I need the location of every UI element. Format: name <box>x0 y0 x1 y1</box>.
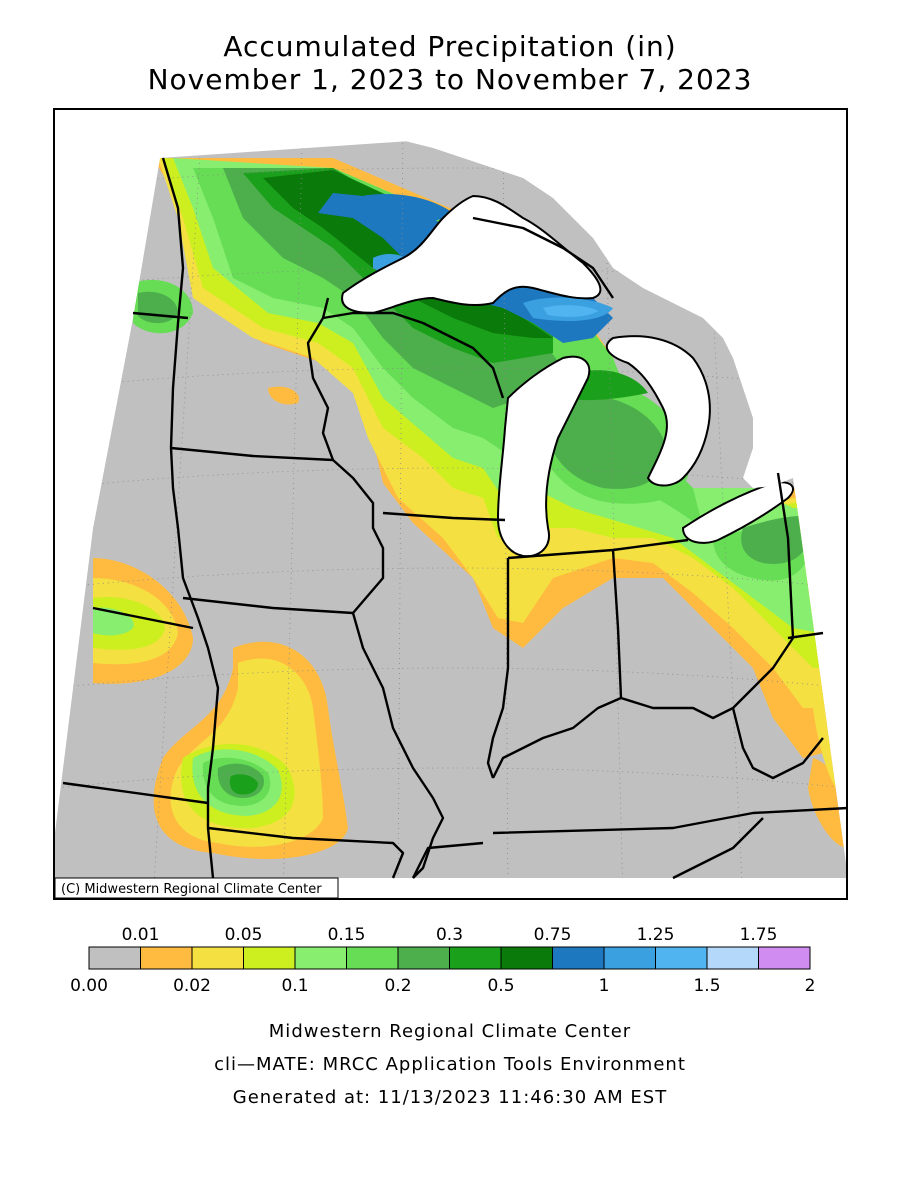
legend-top-label: 0.15 <box>328 925 366 945</box>
legend-swatch <box>140 946 193 970</box>
lake-erie <box>681 481 794 544</box>
footer-tool-name: cli—MATE: MRCC Application Tools Environ… <box>214 1054 686 1075</box>
legend-bottom-label: 2 <box>805 976 816 996</box>
legend-swatch <box>500 946 553 970</box>
legend-top-label: 0.05 <box>225 925 263 945</box>
outside-projection-left <box>53 108 163 848</box>
legend-swatch <box>88 946 141 970</box>
legend-bottom-label: 1.5 <box>693 976 720 996</box>
map-title: Accumulated Precipitation (in) <box>223 30 677 63</box>
great-lakes <box>273 108 848 558</box>
legend-swatch <box>706 946 759 970</box>
copyright-box <box>54 877 339 899</box>
map-date-range: November 1, 2023 to November 7, 2023 <box>147 63 753 96</box>
legend-top-label: 0.01 <box>122 925 160 945</box>
legend-bottom-label: 1 <box>599 976 610 996</box>
legend-bottom-label: 0.1 <box>281 976 308 996</box>
legend-top-label: 1.25 <box>637 925 675 945</box>
legend-top-label: 1.75 <box>740 925 778 945</box>
legend-bottom-label: 0.02 <box>173 976 211 996</box>
legend-bottom-label: 0.5 <box>487 976 514 996</box>
legend-swatch <box>294 946 347 970</box>
legend-swatch <box>397 946 450 970</box>
legend-swatch <box>655 946 708 970</box>
copyright-text: (C) Midwestern Regional Climate Center <box>61 882 322 897</box>
legend-swatch <box>603 946 656 970</box>
legend-bottom-labels: 0.00 0.02 0.1 0.2 0.5 1 1.5 2 <box>70 976 815 996</box>
legend-bottom-label: 0.00 <box>70 976 108 996</box>
footer-organization: Midwestern Regional Climate Center <box>268 1021 632 1042</box>
legend-bottom-label: 0.2 <box>384 976 411 996</box>
legend-top-label: 0.75 <box>534 925 572 945</box>
lake-michigan <box>496 355 591 558</box>
map-frame <box>53 108 848 900</box>
footer-generated-at: Generated at: 11/13/2023 11:46:30 AM EST <box>232 1087 668 1108</box>
legend-top-labels: 0.01 0.05 0.15 0.3 0.75 1.25 1.75 <box>122 925 778 945</box>
lake-huron <box>605 335 711 487</box>
precipitation-map: (C) Midwestern Regional Climate Center <box>53 108 848 900</box>
lake-superior <box>341 194 602 315</box>
legend-color-boxes <box>88 946 811 970</box>
legend-swatch <box>758 946 811 970</box>
legend-swatch <box>346 946 399 970</box>
legend-swatch <box>191 946 244 970</box>
state-borders <box>62 157 848 880</box>
legend-top-label: 0.3 <box>436 925 463 945</box>
legend-swatch <box>243 946 296 970</box>
legend-swatch <box>552 946 605 970</box>
legend-swatch <box>449 946 502 970</box>
precipitation-legend: 0.01 0.05 0.15 0.3 0.75 1.25 1.75 0.00 0.02 0.1 0… <box>70 925 815 996</box>
